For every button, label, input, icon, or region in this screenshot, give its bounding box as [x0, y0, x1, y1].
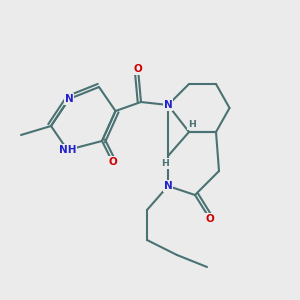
Text: NH: NH	[59, 145, 76, 155]
Text: N: N	[64, 94, 74, 104]
Text: O: O	[134, 64, 142, 74]
Text: H: H	[188, 120, 196, 129]
Text: O: O	[108, 157, 117, 167]
Text: O: O	[206, 214, 214, 224]
Text: H: H	[161, 159, 169, 168]
Text: N: N	[164, 100, 172, 110]
Text: N: N	[164, 181, 172, 191]
